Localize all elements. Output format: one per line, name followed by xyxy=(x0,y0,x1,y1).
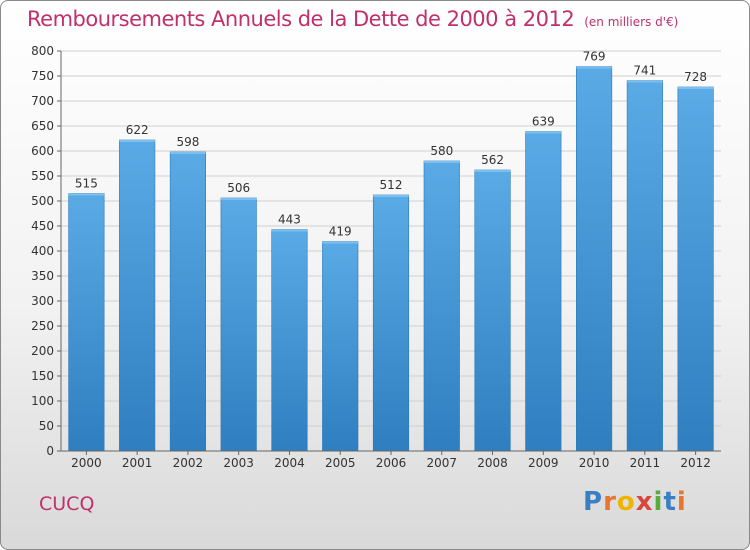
bar-2012 xyxy=(677,86,714,452)
x-tick-label: 2000 xyxy=(71,456,102,470)
bar-2000 xyxy=(68,193,105,452)
x-tick-label: 2005 xyxy=(325,456,356,470)
value-label: 769 xyxy=(583,50,606,64)
bar-2011 xyxy=(626,80,663,452)
y-tick-label: 250 xyxy=(31,319,54,333)
value-label: 580 xyxy=(430,144,453,158)
bar-highlight xyxy=(220,198,257,200)
x-tick-label: 2006 xyxy=(376,456,407,470)
bar-highlight xyxy=(373,195,409,197)
value-label: 512 xyxy=(380,178,403,192)
bar-2010 xyxy=(576,66,613,452)
bar-highlight xyxy=(424,161,460,163)
value-label: 443 xyxy=(278,213,301,227)
y-tick-label: 50 xyxy=(39,419,54,433)
y-tick-label: 800 xyxy=(31,44,54,58)
bar-2007 xyxy=(423,160,460,452)
bar-2009 xyxy=(525,131,562,452)
y-tick-label: 650 xyxy=(31,119,54,133)
y-tick-label: 750 xyxy=(31,69,54,83)
bar-highlight xyxy=(677,87,714,89)
bar-highlight xyxy=(271,229,308,232)
bar-highlight xyxy=(68,193,105,196)
y-tick-label: 0 xyxy=(46,444,54,458)
y-tick-label: 100 xyxy=(31,394,54,408)
value-label: 506 xyxy=(227,181,250,195)
bar-2008 xyxy=(474,169,511,452)
bar-2003 xyxy=(220,197,257,452)
bar-highlight xyxy=(170,152,206,154)
value-label: 562 xyxy=(481,153,504,167)
bar-2006 xyxy=(372,194,410,452)
y-tick-label: 550 xyxy=(31,169,54,183)
value-label: 419 xyxy=(329,225,352,239)
bar-highlight xyxy=(322,241,358,244)
bar-highlight xyxy=(576,66,612,69)
x-tick-label: 2008 xyxy=(477,456,508,470)
unit-label: (en milliers d'€) xyxy=(584,15,679,29)
x-tick-label: 2004 xyxy=(274,456,305,470)
value-label: 728 xyxy=(684,70,707,84)
x-tick-label: 2002 xyxy=(173,456,204,470)
chart-title: Remboursements Annuels de la Dette de 20… xyxy=(27,7,679,31)
bar-highlight xyxy=(474,170,511,172)
x-tick-label: 2007 xyxy=(426,456,457,470)
bar-2005 xyxy=(322,241,359,452)
y-tick-label: 350 xyxy=(31,269,54,283)
y-tick-label: 400 xyxy=(31,244,54,258)
bar-2001 xyxy=(119,139,156,452)
commune-name: CUCQ xyxy=(39,493,95,515)
y-tick-label: 700 xyxy=(31,94,54,108)
y-tick-label: 150 xyxy=(31,369,54,383)
proxiti-logo: Proxiti xyxy=(583,487,687,517)
x-tick-label: 2003 xyxy=(223,456,254,470)
value-label: 639 xyxy=(532,115,555,129)
x-tick-label: 2009 xyxy=(528,456,559,470)
x-tick-label: 2011 xyxy=(630,456,661,470)
bar-highlight xyxy=(119,140,155,142)
value-label: 741 xyxy=(633,64,656,78)
bar-2002 xyxy=(169,151,206,452)
y-tick-label: 600 xyxy=(31,144,54,158)
x-tick-label: 2012 xyxy=(680,456,711,470)
value-label: 598 xyxy=(176,135,199,149)
bar-highlight xyxy=(627,80,663,83)
bar-highlight xyxy=(525,131,562,134)
bar-2004 xyxy=(271,229,308,452)
x-tick-label: 2010 xyxy=(579,456,610,470)
y-tick-label: 200 xyxy=(31,344,54,358)
value-label: 515 xyxy=(75,177,98,191)
y-tick-label: 450 xyxy=(31,219,54,233)
value-label: 622 xyxy=(126,123,149,137)
x-tick-label: 2001 xyxy=(122,456,153,470)
y-tick-label: 300 xyxy=(31,294,54,308)
y-tick-label: 500 xyxy=(31,194,54,208)
